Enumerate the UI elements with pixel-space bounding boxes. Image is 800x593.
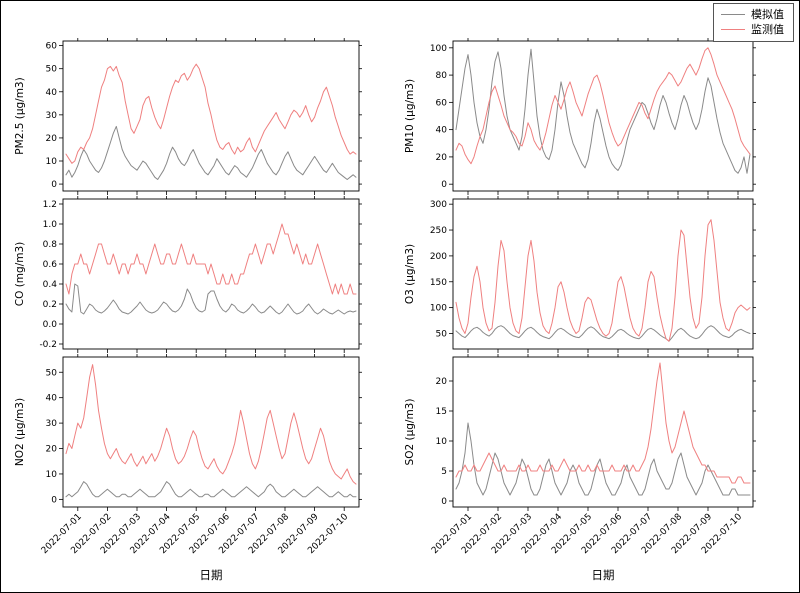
legend: 模拟值 监测值 [713,3,794,42]
y-tick-label: 0 [441,180,447,190]
subplot-o3: 50 100 150 200 250 300 O3 (μg/m3) [404,196,756,353]
y-axis-label-o3: O3 (μg/m3) [404,244,416,304]
y-tick-label: -0.2 [39,340,57,350]
legend-line-monitored-icon [721,29,745,30]
y-axis-label-co: CO (mg/m3) [14,242,26,306]
series-pm10-monitored [455,47,751,165]
y-tick-label: 5 [441,467,447,477]
plot-frame [452,356,754,508]
y-tick-label: 10 [46,470,58,480]
series-pm25-monitored [65,63,357,164]
subplot-pm10: 0 20 40 60 80 100 PM10 (μg/m3) [404,38,756,195]
plot-frame [452,40,754,192]
y-tick-label: 0 [51,180,57,190]
y-axis-label-pm10: PM10 (μg/m3) [404,79,416,153]
y-tick-label: 40 [46,88,58,98]
y-tick-label: 0 [441,497,447,507]
series-co-monitored [65,223,357,295]
y-tick-label: 50 [46,368,58,378]
legend-label-monitored: 监测值 [751,23,784,36]
y-tick-label: 250 [430,226,447,236]
legend-entry-simulated: 模拟值 [721,7,784,22]
series-pm10-simulated [455,48,751,174]
y-tick-label: 60 [46,42,58,52]
x-axis-label: 日期 [200,568,223,582]
y-tick-label: 1.2 [43,200,57,210]
y-tick-label: 50 [436,329,448,339]
y-tick-label: 0.0 [43,320,58,330]
y-tick-label: 100 [430,304,447,314]
y-tick-label: 40 [436,126,448,136]
subplot-co: -0.2 0.0 0.2 0.4 0.6 0.8 1.0 1.2 CO (mg/m3) [14,196,362,353]
plot-frame [62,356,360,508]
y-tick-label: 50 [46,65,58,75]
series-so2-monitored [455,362,751,484]
y-tick-label: 20 [46,445,58,455]
y-tick-label: 150 [430,278,447,288]
series-no2-simulated [65,481,357,498]
series-o3-monitored [455,219,751,342]
y-tick-label: 100 [430,44,447,54]
y-tick-label: 1.0 [43,220,58,230]
y-tick-label: 10 [436,437,448,447]
y-tick-label: 20 [46,134,58,144]
legend-label-simulated: 模拟值 [751,8,784,21]
y-tick-label: 30 [46,111,58,121]
y-tick-label: 300 [430,200,447,210]
subplot-so2: 051015202022-07-012022-07-022022-07-0320… [404,354,756,582]
plot-frame [62,40,360,192]
y-tick-label: 20 [436,377,448,387]
y-tick-label: 0.2 [43,300,57,310]
subplot-pm25: 0 10 20 30 40 50 60 PM2.5 (μg/m3) [14,38,362,195]
series-so2-simulated [455,422,751,496]
plot-frame [452,198,754,350]
plot-frame [62,198,360,350]
series-o3-simulated [455,325,751,342]
series-no2-monitored [65,364,357,485]
series-pm25-simulated [65,125,357,180]
y-tick-label: 0 [51,495,57,505]
y-tick-label: 15 [436,407,447,417]
legend-entry-monitored: 监测值 [721,22,784,37]
x-axis-label: 日期 [592,568,615,582]
subplot-no2: 010203040502022-07-012022-07-022022-07-0… [14,354,362,582]
y-tick-label: 40 [46,394,58,404]
y-tick-label: 0.6 [43,260,58,270]
y-tick-label: 60 [436,98,448,108]
y-tick-label: 10 [46,157,58,167]
y-tick-label: 0.8 [43,240,58,250]
y-tick-label: 200 [430,252,447,262]
legend-line-simulated-icon [721,14,745,15]
series-co-simulated [65,283,357,315]
y-tick-label: 20 [436,153,448,163]
y-axis-label-no2: NO2 (μg/m3) [14,398,26,466]
y-tick-label: 80 [436,71,448,81]
y-axis-label-so2: SO2 (μg/m3) [404,399,416,466]
y-tick-label: 30 [46,419,58,429]
y-axis-label-pm25: PM2.5 (μg/m3) [14,77,26,154]
y-tick-label: 0.4 [43,280,58,290]
